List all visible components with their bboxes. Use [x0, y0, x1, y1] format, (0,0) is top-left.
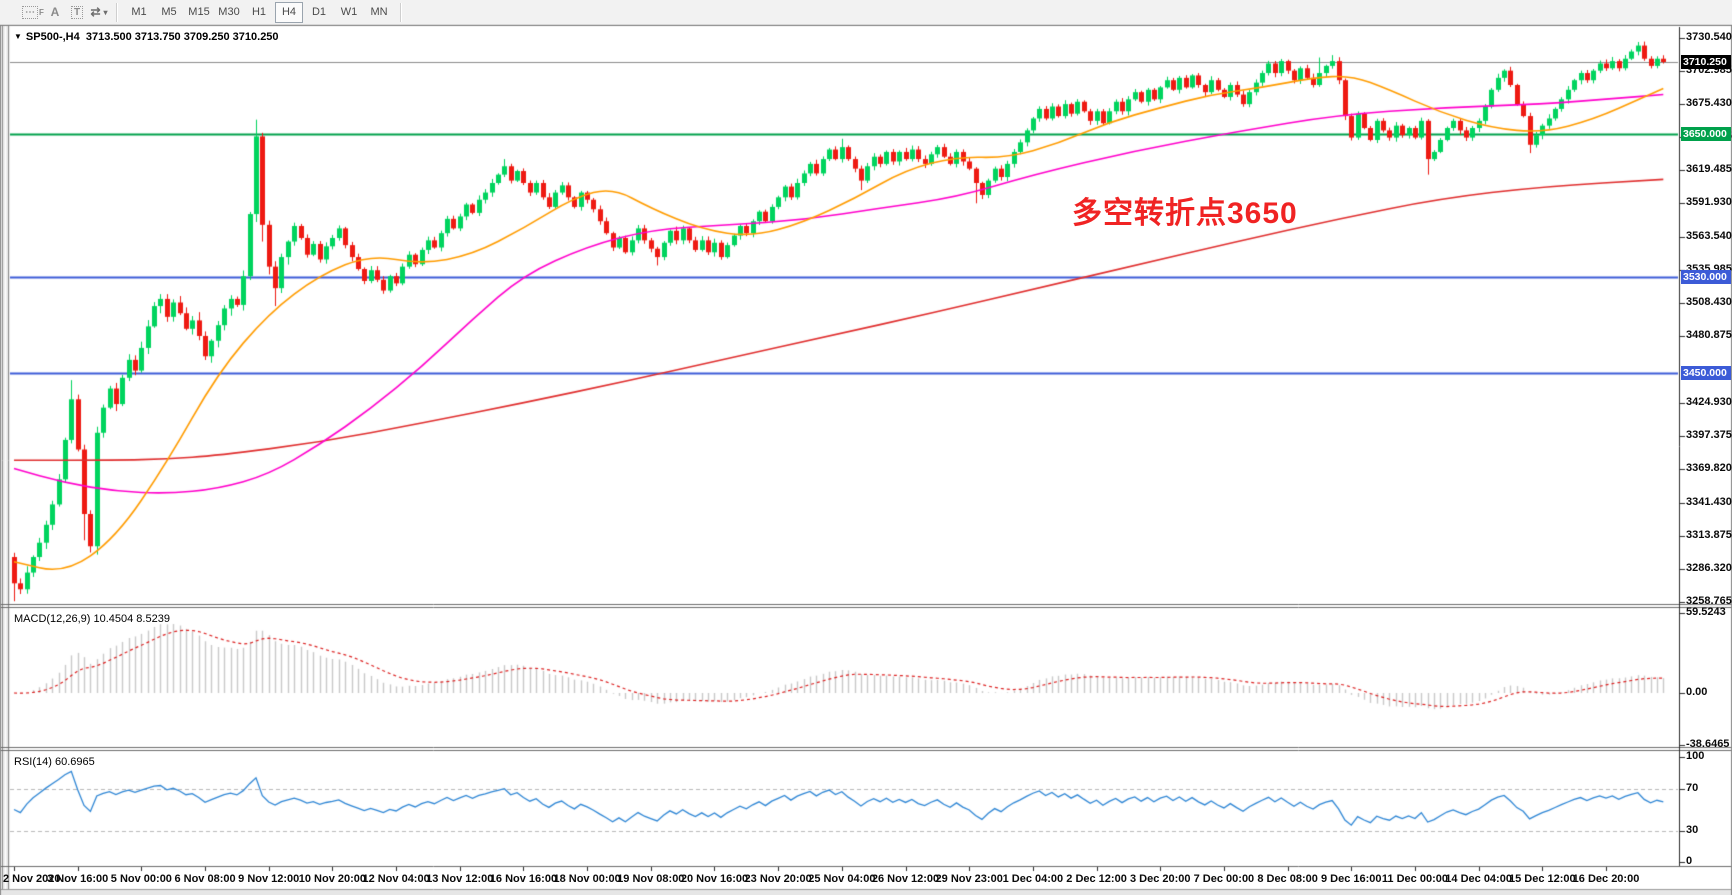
timeframe-button-mn[interactable]: MN [370, 6, 388, 18]
time-axis-label: 1 Dec 04:00 [1002, 873, 1064, 885]
level-price-label-3450.000: 3450.000 [1681, 366, 1731, 380]
price-axis-tick: 3369.820 [1686, 462, 1732, 474]
price-axis-tick: 3397.375 [1686, 429, 1732, 441]
price-axis-tick: 3286.320 [1686, 562, 1732, 574]
rsi-axis-tick: 100 [1686, 750, 1705, 762]
chart-symbol-timeframe: SP500-,H4 [25, 31, 80, 43]
price-axis-tick: 3258.765 [1686, 595, 1732, 607]
macd-axis-tick: 59.5243 [1686, 606, 1726, 618]
time-axis-label: 5 Nov 00:00 [110, 873, 172, 885]
time-axis-label: 14 Dec 04:00 [1445, 873, 1512, 885]
current-price-label: 3710.250 [1681, 55, 1731, 69]
text-box-icon[interactable]: T [66, 3, 88, 22]
time-axis-label: 9 Dec 16:00 [1320, 873, 1382, 885]
price-axis-tick: 3730.540 [1686, 31, 1732, 43]
timeframe-button-m15[interactable]: M15 [188, 6, 210, 18]
time-axis-label: 26 Nov 12:00 [871, 873, 940, 885]
rsi-indicator-label: RSI(14) 60.6965 [14, 756, 95, 768]
price-axis-tick: 3480.875 [1686, 329, 1732, 341]
macd-indicator-label: MACD(12,26,9) 10.4504 8.5239 [14, 613, 170, 625]
time-axis-label: 16 Nov 16:00 [489, 873, 558, 885]
toolbar: ⋯ F A T ⇄ ▾ M1 M5 M15 M30 H1 H4 D1 W1 MN [0, 0, 1732, 25]
dropdown-caret-icon: ▾ [103, 7, 108, 17]
price-axis-tick: 3341.430 [1686, 496, 1732, 508]
rsi-axis-tick: 0 [1686, 855, 1693, 867]
time-axis-label: 6 Nov 08:00 [174, 873, 236, 885]
timeframe-button-w1[interactable]: W1 [340, 6, 358, 18]
time-axis-label: 16 Dec 20:00 [1572, 873, 1640, 885]
time-axis-label: 2 Dec 12:00 [1066, 873, 1127, 885]
time-axis-label: 23 Nov 20:00 [744, 873, 812, 885]
time-axis-label: 10 Nov 20:00 [298, 873, 367, 885]
time-axis-label: 19 Nov 08:00 [617, 873, 685, 885]
timeframe-button-d1[interactable]: D1 [311, 6, 327, 18]
macd-axis-tick: -38.6465 [1686, 738, 1730, 750]
time-axis-label: 8 Dec 08:00 [1257, 873, 1318, 885]
time-axis-label: 29 Nov 23:00 [935, 873, 1003, 885]
price-axis-tick: 3675.430 [1686, 97, 1732, 109]
time-axis-label: 11 Dec 00:00 [1381, 873, 1448, 885]
price-axis-tick: 3591.930 [1686, 196, 1732, 208]
time-axis-label: 25 Nov 04:00 [808, 873, 876, 885]
timeframe-button-h4[interactable]: H4 [275, 1, 303, 23]
chart-dropdown-arrow-icon[interactable]: ▼ [14, 32, 22, 41]
time-axis-label: 12 Nov 04:00 [362, 873, 430, 885]
level-price-label-3650.000: 3650.000 [1681, 127, 1731, 141]
time-axis-label: 15 Dec 12:00 [1508, 873, 1576, 885]
rsi-axis-tick: 70 [1686, 782, 1699, 794]
time-axis-label: 3 Nov 16:00 [47, 873, 109, 885]
timeframe-button-m1[interactable]: M1 [131, 6, 147, 18]
price-axis-tick: 3619.485 [1686, 163, 1732, 175]
toolbar-separator [116, 2, 118, 22]
macd-axis-tick: 0.00 [1686, 686, 1708, 698]
toolbar-separator [400, 2, 402, 22]
time-axis-label: 20 Nov 16:00 [680, 873, 749, 885]
chart-canvas[interactable] [0, 25, 1732, 895]
timeframe-button-m30[interactable]: M30 [218, 6, 240, 18]
time-axis-label: 18 Nov 00:00 [553, 873, 621, 885]
timeframe-button-m5[interactable]: M5 [161, 6, 177, 18]
chart-title: ▼ SP500-,H4 3713.500 3713.750 3709.250 37… [14, 31, 279, 43]
time-axis-label: 2 Nov 2020 [3, 873, 61, 885]
rsi-axis-tick: 30 [1686, 824, 1699, 836]
arrows-style-icon[interactable]: ⇄ ▾ [90, 5, 108, 19]
level-price-label-3530.000: 3530.000 [1681, 270, 1731, 284]
price-axis-tick: 3424.930 [1686, 396, 1732, 408]
chart-ohlc-values: 3713.500 3713.750 3709.250 3710.250 [85, 31, 279, 43]
chart-text-annotation: 多空转折点3650 [1072, 197, 1298, 230]
grid-snap-icon[interactable]: ⋯ F [22, 3, 44, 22]
price-axis-tick: 3313.875 [1686, 529, 1732, 541]
price-axis-tick: 3508.430 [1686, 296, 1732, 308]
time-axis-label: 7 Dec 00:00 [1193, 873, 1255, 885]
timeframe-button-h1[interactable]: H1 [251, 6, 267, 18]
price-axis-tick: 3563.540 [1686, 230, 1732, 242]
time-axis-label: 9 Nov 12:00 [238, 873, 300, 885]
time-axis-label: 3 Dec 20:00 [1129, 873, 1191, 885]
font-a-icon[interactable]: A [50, 5, 60, 19]
time-axis-label: 13 Nov 12:00 [426, 873, 494, 885]
